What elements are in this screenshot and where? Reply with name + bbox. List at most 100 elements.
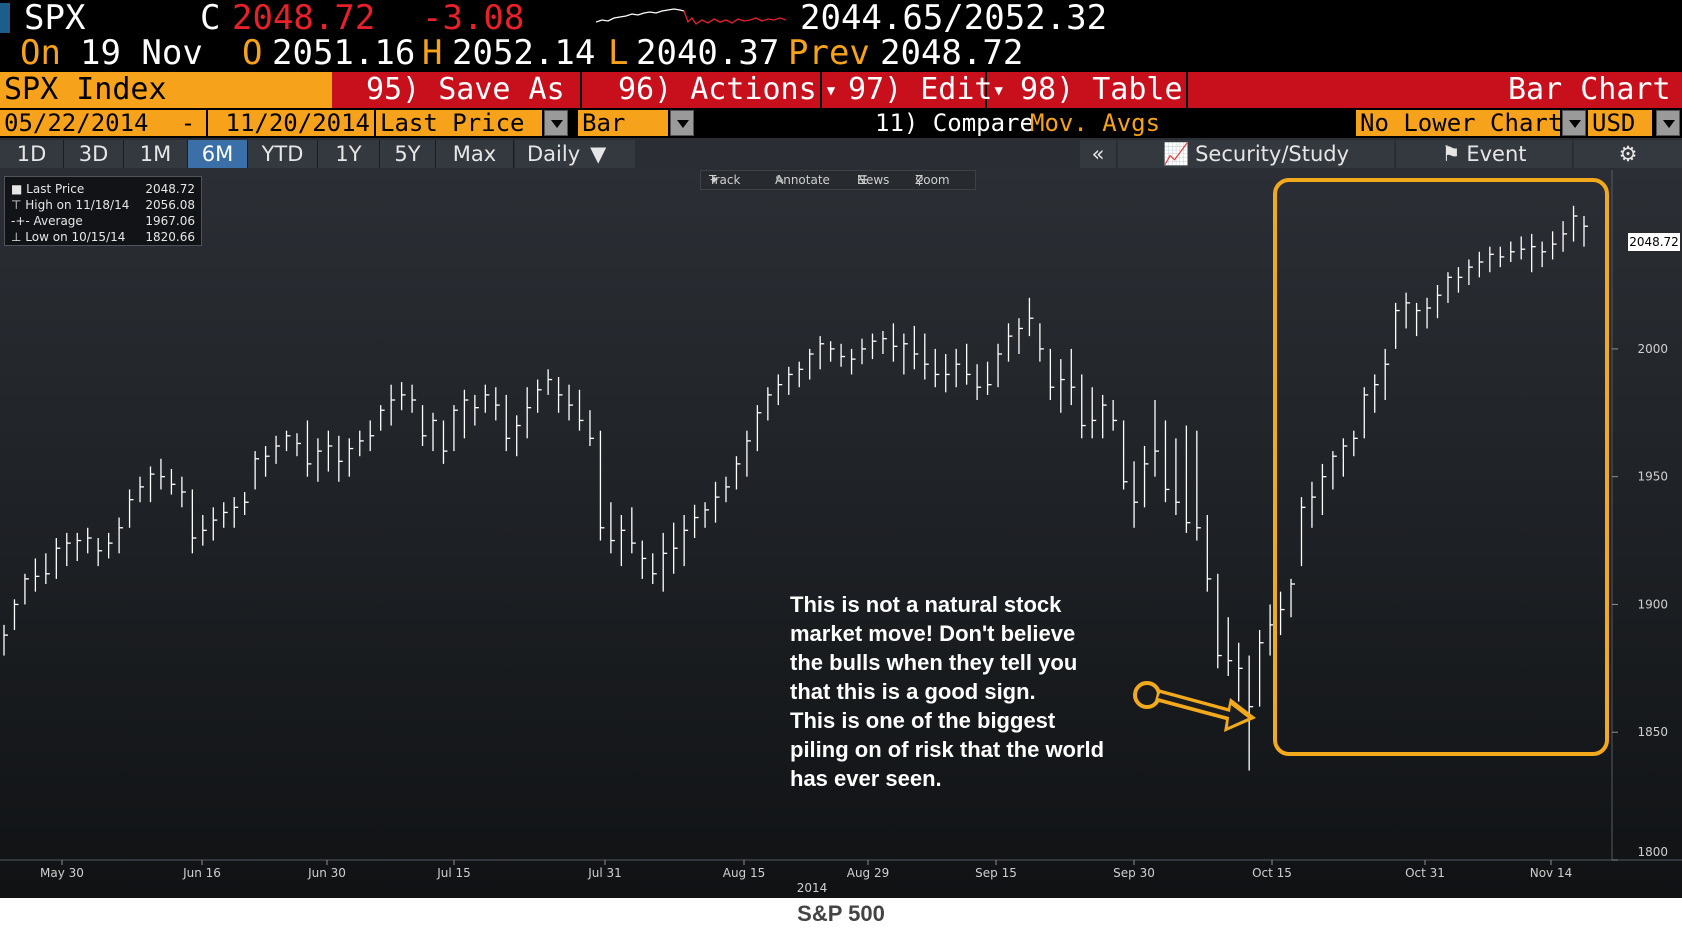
average-marker-icon: -+- — [11, 214, 34, 228]
price-bar — [620, 515, 626, 567]
legend-row-last-price: ■ Last Price 2048.72 — [11, 181, 195, 197]
chart-style-select[interactable]: Bar — [578, 110, 668, 136]
period-1y[interactable]: 1Y — [318, 140, 380, 168]
low-marker-icon: ⊥ — [11, 230, 26, 244]
price-bar — [714, 481, 720, 523]
highlight-box — [1273, 178, 1609, 756]
y-tick-label: 1800 — [1637, 845, 1668, 859]
price-bar — [202, 515, 207, 546]
end-date-field[interactable]: 11/20/2014 — [208, 110, 374, 136]
price-bar — [756, 405, 762, 452]
price-bar — [1133, 461, 1139, 528]
chevron-down-icon[interactable] — [670, 110, 694, 136]
save-as-button[interactable]: 95) Save As — [366, 72, 565, 107]
edit-menu[interactable]: 97) Edit ▼ — [848, 72, 1003, 108]
on-label: On — [20, 33, 61, 73]
price-bar — [788, 366, 793, 395]
price-bar — [306, 420, 312, 477]
legend-row-high: ⊤ High on 11/18/14 2056.08 — [11, 197, 195, 213]
track-icon: ✦ — [709, 173, 720, 187]
price-bar — [1510, 241, 1515, 262]
price-bar — [1102, 394, 1107, 439]
actions-menu[interactable]: 96) Actions ▼ — [618, 72, 835, 108]
price-bar — [777, 374, 783, 406]
price-bar — [76, 532, 82, 561]
menu-separator — [820, 72, 822, 108]
high-label: H — [422, 33, 443, 73]
price-bar — [1363, 387, 1369, 439]
price-bar — [1164, 420, 1170, 503]
price-bar — [746, 430, 751, 477]
price-bar — [87, 527, 92, 554]
price-bar — [139, 476, 145, 503]
price-chart[interactable]: 1800 1850 1900 1950 2000 May 30 Jun 16 Jun 30 J… — [0, 170, 1682, 898]
ticker-marker — [0, 3, 10, 33]
price-bar — [1436, 285, 1442, 319]
bid-ask: 2044.65/2052.32 — [800, 0, 1108, 38]
period-1m[interactable]: 1M — [124, 140, 188, 168]
price-bar — [1175, 438, 1180, 515]
security-index-field[interactable]: SPX Index — [0, 72, 332, 108]
price-bar — [1478, 251, 1484, 278]
compare-button[interactable]: 11) Compare — [875, 109, 1034, 137]
price-bar — [735, 456, 741, 490]
price-bar — [1091, 387, 1097, 439]
price-bar — [986, 361, 992, 395]
price-bar — [704, 502, 710, 528]
x-tick-label: Jul 31 — [587, 866, 622, 880]
price-bar — [1238, 642, 1243, 702]
period-ytd[interactable]: YTD — [248, 140, 318, 168]
lower-chart-select[interactable]: No Lower Chart — [1356, 110, 1560, 136]
x-tick-label: Nov 14 — [1530, 866, 1573, 880]
x-tick-label: Oct 31 — [1405, 866, 1445, 880]
period-1d[interactable]: 1D — [0, 140, 64, 168]
legend-value: 2048.72 — [145, 182, 195, 196]
start-date-field[interactable]: 05/22/2014 — [0, 110, 170, 136]
currency-select[interactable]: USD — [1588, 110, 1652, 136]
price-bar — [463, 389, 469, 439]
arrow-icon — [1133, 681, 1256, 732]
chart-type-title: Bar Chart — [1508, 72, 1671, 107]
period-3d[interactable]: 3D — [64, 140, 124, 168]
price-field-select[interactable]: Last Price — [376, 110, 542, 136]
settings-button[interactable]: ⚙ — [1574, 140, 1682, 168]
price-bar — [1541, 241, 1547, 268]
price-bar — [45, 553, 50, 584]
moving-averages-field[interactable]: Mov. Avgs — [1030, 109, 1161, 137]
security-study-button[interactable]: 📈 Security/Study — [1118, 140, 1394, 168]
x-axis-ticks: May 30 Jun 16 Jun 30 Jul 15 Jul 31 Aug 15 Aug … — [40, 860, 1572, 880]
annotation-line: This is not a natural stock — [790, 592, 1062, 617]
intraday-sparkline — [596, 8, 786, 25]
chevron-down-icon[interactable] — [1656, 110, 1680, 136]
x-tick-label: Jun 16 — [182, 866, 221, 880]
price-bar — [3, 624, 8, 656]
price-bar — [725, 476, 730, 503]
edit-label: 97) Edit — [848, 72, 993, 107]
event-button[interactable]: ⚑ Event — [1396, 140, 1572, 168]
period-max[interactable]: Max — [436, 140, 514, 168]
chevron-down-icon[interactable] — [544, 110, 568, 136]
ticker-symbol[interactable]: SPX — [24, 0, 86, 38]
period-6m[interactable]: 6M — [188, 140, 248, 168]
menu-separator — [580, 72, 582, 108]
price-bar — [840, 343, 846, 367]
frequency-select[interactable]: Daily ▼ — [515, 140, 635, 168]
price-bar — [380, 405, 385, 431]
chevron-down-icon[interactable] — [1562, 110, 1586, 136]
price-bar — [442, 420, 448, 464]
price-bar — [327, 430, 333, 472]
price-bar — [997, 343, 1003, 388]
function-menu-bar: 95) Save As 96) Actions ▼ 97) Edit ▼ 98) T… — [0, 72, 1682, 108]
period-5y[interactable]: 5Y — [380, 140, 436, 168]
price-bar — [903, 333, 908, 375]
price-bar — [652, 553, 657, 584]
price-bar — [1028, 297, 1034, 337]
price-bar — [1531, 233, 1536, 273]
price-bar — [244, 492, 249, 515]
table-button[interactable]: 98) Table — [1020, 72, 1183, 107]
price-bar — [1457, 267, 1463, 293]
collapse-button[interactable]: « — [1080, 140, 1116, 168]
price-bar — [578, 389, 584, 431]
year-label: 2014 — [797, 881, 828, 895]
y-tick-label: 2000 — [1637, 342, 1668, 356]
